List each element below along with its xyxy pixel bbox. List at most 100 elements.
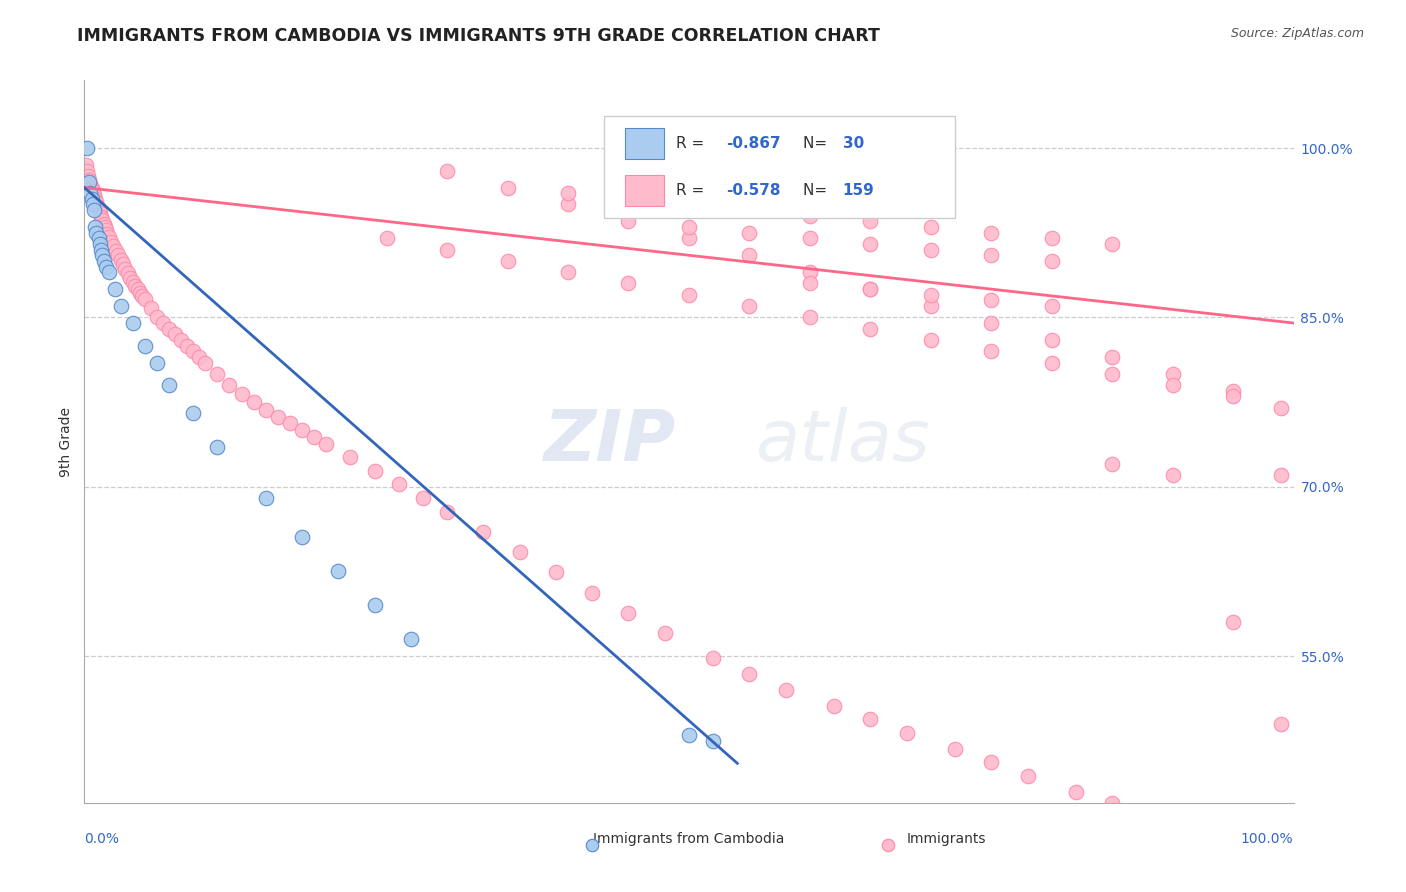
Point	[278, 417, 301, 431]
Point	[1040, 355, 1063, 369]
Point	[980, 755, 1002, 769]
Point	[472, 524, 495, 539]
Point	[1222, 384, 1244, 398]
Point	[87, 231, 110, 245]
Point	[121, 276, 143, 290]
Text: Immigrants: Immigrants	[907, 831, 986, 846]
Point	[388, 477, 411, 491]
Point	[920, 220, 942, 235]
Point	[84, 220, 107, 235]
Point	[76, 163, 98, 178]
Point	[738, 203, 761, 218]
Point	[581, 586, 603, 600]
Point	[129, 285, 152, 300]
Point	[170, 333, 193, 347]
Point	[93, 253, 115, 268]
Point	[738, 248, 761, 262]
Point	[1101, 350, 1123, 364]
Text: Immigrants from Cambodia: Immigrants from Cambodia	[593, 831, 785, 846]
Point	[302, 430, 325, 444]
Point	[157, 321, 180, 335]
Point	[920, 299, 942, 313]
Point	[654, 626, 676, 640]
Point	[1040, 253, 1063, 268]
Point	[146, 310, 169, 325]
Point	[859, 237, 882, 252]
Point	[90, 243, 112, 257]
Point	[121, 316, 143, 330]
Point	[859, 282, 882, 296]
Point	[207, 367, 229, 381]
FancyBboxPatch shape	[624, 176, 664, 206]
Point	[557, 265, 579, 279]
Text: R =: R =	[676, 136, 709, 151]
Point	[920, 333, 942, 347]
Point	[267, 409, 290, 424]
Point	[84, 192, 107, 206]
Point	[738, 667, 761, 681]
Point	[207, 440, 229, 454]
Point	[702, 733, 724, 747]
Point	[165, 327, 187, 342]
Point	[980, 344, 1002, 359]
Text: 100.0%: 100.0%	[1241, 831, 1294, 846]
Point	[496, 180, 519, 194]
Point	[678, 728, 700, 742]
Point	[436, 504, 458, 518]
Point	[980, 293, 1002, 308]
Point	[181, 406, 204, 420]
Point	[1064, 784, 1087, 798]
Point	[375, 231, 398, 245]
Point	[363, 464, 385, 478]
Point	[920, 243, 942, 257]
Point	[117, 266, 139, 280]
Point	[799, 265, 821, 279]
Point	[82, 184, 104, 198]
Point	[91, 213, 114, 227]
Point	[1222, 389, 1244, 403]
FancyBboxPatch shape	[624, 128, 664, 159]
Point	[254, 491, 277, 505]
Point	[94, 260, 117, 274]
Point	[1161, 468, 1184, 483]
Point	[1101, 367, 1123, 381]
Point	[1101, 237, 1123, 252]
Point	[702, 651, 724, 665]
Point	[218, 378, 240, 392]
Point	[920, 287, 942, 301]
Point	[1282, 852, 1305, 866]
Text: N=: N=	[803, 183, 831, 198]
Point	[89, 206, 111, 220]
Point	[980, 248, 1002, 262]
Point	[1222, 830, 1244, 844]
Point	[1270, 716, 1292, 731]
Point	[152, 316, 174, 330]
Point	[86, 226, 108, 240]
Point	[1101, 457, 1123, 471]
Point	[1161, 378, 1184, 392]
Point	[799, 310, 821, 325]
Point	[110, 299, 132, 313]
Text: IMMIGRANTS FROM CAMBODIA VS IMMIGRANTS 9TH GRADE CORRELATION CHART: IMMIGRANTS FROM CAMBODIA VS IMMIGRANTS 9…	[77, 27, 880, 45]
Point	[859, 321, 882, 335]
Point	[107, 248, 129, 262]
Point	[86, 195, 108, 210]
Point	[96, 227, 118, 241]
Point	[80, 192, 103, 206]
Point	[1040, 333, 1063, 347]
Point	[1017, 769, 1039, 783]
Point	[436, 163, 458, 178]
Point	[254, 403, 277, 417]
Point	[94, 223, 117, 237]
Point	[315, 437, 337, 451]
Point	[110, 252, 132, 267]
Point	[89, 237, 111, 252]
Point	[77, 169, 100, 184]
Point	[980, 226, 1002, 240]
Text: ZIP: ZIP	[544, 407, 676, 476]
Point	[617, 606, 640, 620]
Point	[412, 491, 434, 505]
Point	[100, 235, 122, 249]
Point	[90, 210, 112, 224]
Point	[114, 261, 136, 276]
